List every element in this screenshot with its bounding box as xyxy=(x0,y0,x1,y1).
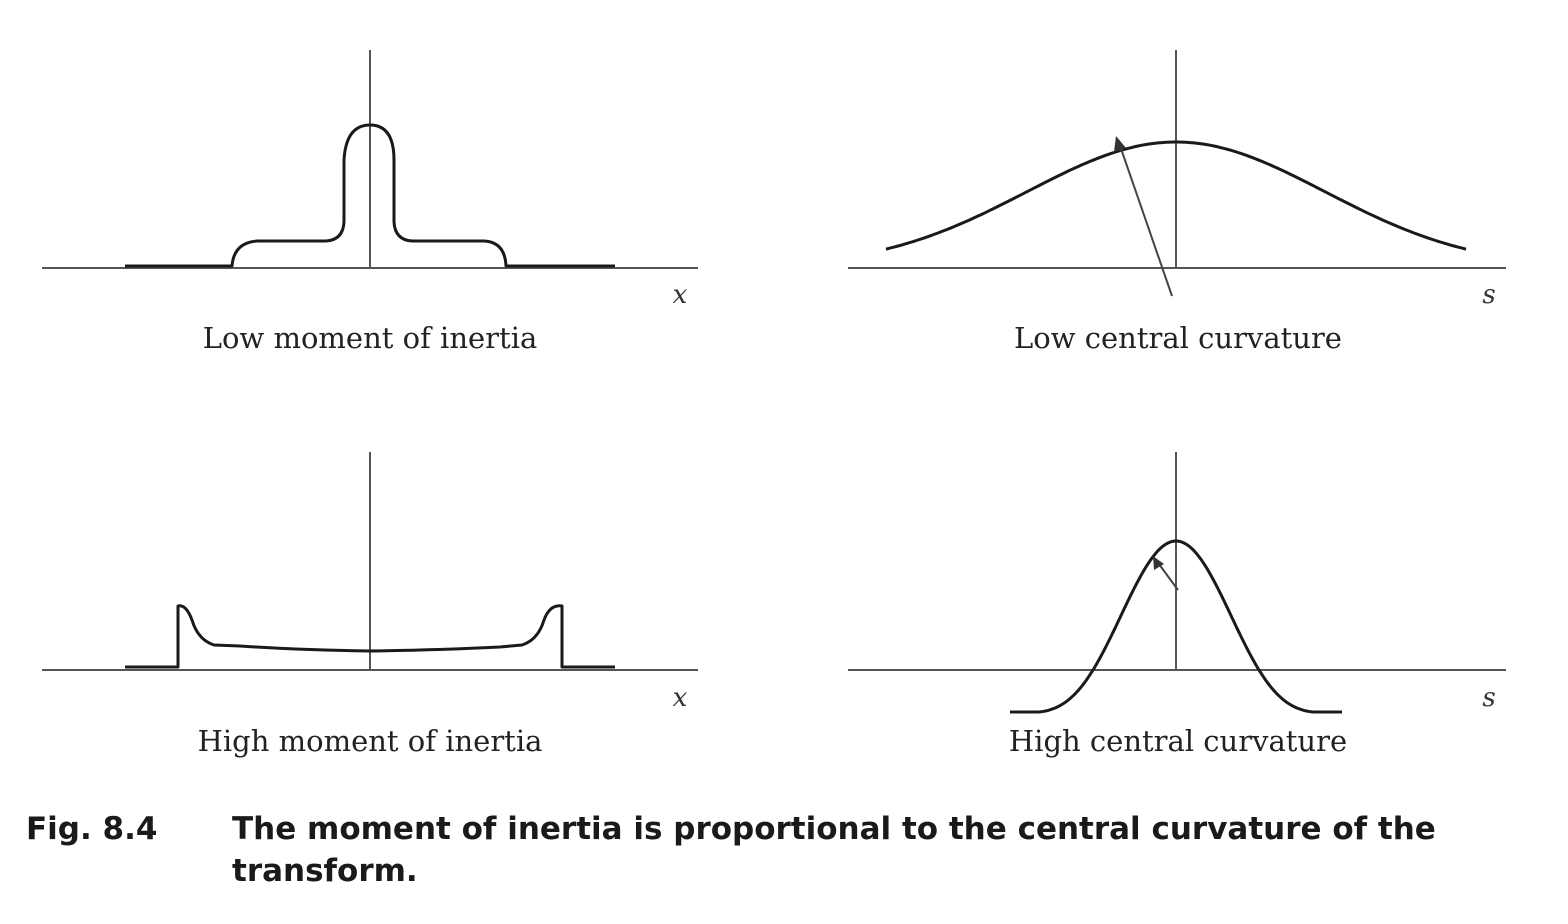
narrow-function-curve xyxy=(125,123,615,268)
arrowhead xyxy=(1153,556,1164,570)
panel-caption: Low moment of inertia xyxy=(203,321,538,355)
wide-function-curve xyxy=(125,604,615,669)
x-axis-label: x xyxy=(673,280,688,310)
panel-caption: Low central curvature xyxy=(1014,321,1342,355)
panel-caption: High moment of inertia xyxy=(198,724,543,758)
s-axis-label: s xyxy=(1482,280,1495,310)
s-axis-label: s xyxy=(1482,683,1495,713)
panel-high-curvature: s High central curvature xyxy=(848,452,1506,758)
narrow-transform-curve xyxy=(1010,539,1342,714)
curvature-radius-arrow xyxy=(1117,139,1173,297)
wide-transform-curve xyxy=(885,140,1467,251)
panel-low-moment: x Low moment of inertia xyxy=(42,50,698,355)
x-axis-label: x xyxy=(673,683,688,713)
panel-high-moment: x High moment of inertia xyxy=(42,452,698,758)
panel-low-curvature: s Low central curvature xyxy=(848,50,1506,355)
panel-caption: High central curvature xyxy=(1009,724,1347,758)
figure-label: Fig. 8.4 xyxy=(26,811,158,847)
figure-diagram: x Low moment of inertia s Low central cu… xyxy=(42,50,1506,758)
arrowhead xyxy=(1114,136,1126,152)
figure-caption-text: The moment of inertia is proportional to… xyxy=(232,811,1436,889)
